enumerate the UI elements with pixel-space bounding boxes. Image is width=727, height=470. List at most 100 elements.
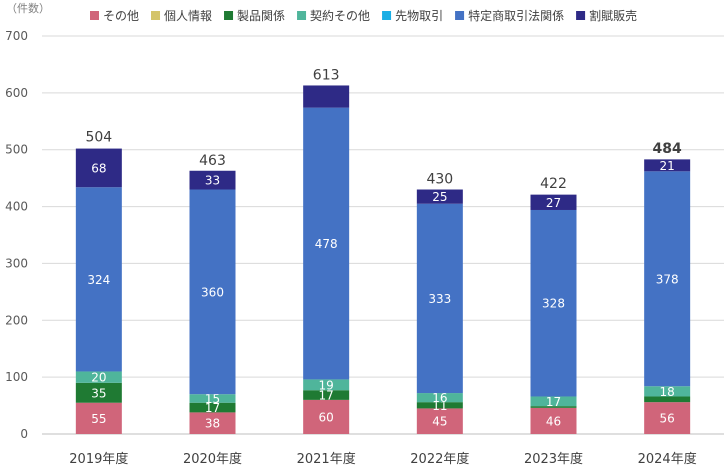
bar-segment-製品関係-2024年度: [644, 396, 691, 403]
y-tick-label-100: 100: [5, 370, 28, 384]
bar-stack-2024年度: 56 18 378 21 484: [644, 141, 691, 434]
bar-segment-契約その他-2024年度: [644, 386, 691, 397]
y-tick-label-600: 600: [5, 86, 28, 100]
y-tick-label-400: 400: [5, 200, 28, 214]
bar-stack-2023年度: 46 17 328 27 422: [530, 176, 577, 434]
x-category-label-2021年度: 2021年度: [297, 451, 356, 467]
segment-label-契約その他-2021年度: 19: [319, 378, 334, 392]
bar-segment-製品関係-2022年度: [416, 402, 463, 409]
segment-label-製品関係-2022年度: 11: [432, 399, 447, 413]
legend: その他 個人情報 製品関係 契約その他 先物取引 特定商取引法関係 割賦販売: [90, 8, 637, 23]
segment-label-特定商取引法関係-2024年度: 378: [656, 272, 679, 286]
x-category-label-2024年度: 2024年度: [638, 451, 697, 467]
gridlines: [42, 35, 724, 435]
bars: 5535203246850438171536033463601719478613…: [75, 67, 691, 434]
bar-segment-契約その他-2019年度: [75, 371, 122, 383]
segment-label-特定商取引法関係-2019年度: 324: [87, 273, 110, 287]
legend-label-特定商取引法関係: 特定商取引法関係: [468, 8, 564, 23]
bar-segment-その他-2023年度: [530, 407, 577, 434]
total-label-2022年度: 430: [426, 172, 453, 188]
bar-segment-その他-2020年度: [189, 412, 236, 434]
legend-swatch-製品関係: [224, 11, 234, 20]
total-label-2019年度: 504: [85, 129, 112, 145]
bar-segment-割賦販売-2021年度: [303, 85, 350, 108]
bar-segment-特定商取引法関係-2021年度: [303, 107, 350, 380]
bar-segment-契約その他-2023年度: [530, 396, 577, 407]
bar-segment-割賦販売-2020年度: [189, 170, 236, 190]
bar-segment-その他-2019年度: [75, 402, 122, 434]
bar-segment-製品関係-2021年度: [303, 390, 350, 400]
y-tick-label-300: 300: [5, 256, 28, 270]
bar-segment-製品関係-2019年度: [75, 382, 122, 403]
segment-label-割賦販売-2023年度: 27: [546, 196, 561, 210]
x-category-label-2019年度: 2019年度: [69, 451, 128, 467]
bar-segment-特定商取引法関係-2023年度: [530, 209, 577, 397]
legend-swatch-契約その他: [297, 11, 307, 20]
bar-segment-割賦販売-2019年度: [75, 148, 122, 188]
segment-label-契約その他-2024年度: 18: [660, 385, 675, 399]
segment-label-割賦販売-2020年度: 33: [205, 174, 220, 188]
legend-swatch-その他: [90, 11, 99, 20]
bar-segment-その他-2024年度: [644, 402, 691, 434]
bar-segment-特定商取引法関係-2022年度: [416, 203, 463, 394]
bar-segment-製品関係-2023年度: [530, 406, 577, 408]
segment-label-特定商取引法関係-2020年度: 360: [201, 285, 224, 299]
segment-label-その他-2023年度: 46: [546, 414, 561, 428]
total-label-2020年度: 463: [199, 153, 226, 169]
segment-label-割賦販売-2022年度: 25: [432, 190, 447, 204]
legend-label-割賦販売: 割賦販売: [589, 8, 637, 23]
x-category-label-2022年度: 2022年度: [410, 451, 469, 467]
bar-segment-割賦販売-2024年度: [644, 159, 691, 172]
bar-segment-製品関係-2020年度: [189, 402, 236, 413]
bar-segment-契約その他-2020年度: [189, 394, 236, 403]
bar-segment-その他-2021年度: [303, 399, 350, 434]
segment-label-特定商取引法関係-2023年度: 328: [542, 297, 565, 311]
bar-segment-特定商取引法関係-2019年度: [75, 187, 122, 372]
segment-label-割賦販売-2024年度: 21: [660, 159, 675, 173]
bar-segment-契約その他-2021年度: [303, 379, 350, 391]
bar-segment-契約その他-2022年度: [416, 393, 463, 403]
total-label-2021年度: 613: [313, 67, 340, 83]
segment-label-製品関係-2019年度: 35: [91, 386, 106, 400]
legend-swatch-先物取引: [382, 11, 392, 20]
total-label-2023年度: 422: [540, 176, 567, 192]
x-category-label-2023年度: 2023年度: [524, 451, 583, 467]
legend-label-製品関係: 製品関係: [237, 9, 285, 23]
legend-label-先物取引: 先物取引: [395, 9, 443, 23]
segment-label-契約その他-2020年度: 15: [205, 392, 220, 406]
segment-label-契約その他-2023年度: 17: [546, 395, 561, 409]
y-tick-label-500: 500: [5, 143, 28, 157]
segment-label-契約その他-2019年度: 20: [91, 371, 106, 385]
segment-label-特定商取引法関係-2021年度: 478: [315, 237, 338, 251]
y-tick-label-0: 0: [20, 427, 28, 441]
legend-swatch-特定商取引法関係: [455, 11, 465, 20]
y-tick-label-200: 200: [5, 313, 28, 327]
bar-segment-割賦販売-2023年度: [530, 194, 577, 210]
y-axis-unit-label: （件数）: [6, 2, 50, 15]
bar-segment-その他-2022年度: [416, 408, 463, 434]
segment-label-その他-2020年度: 38: [205, 417, 220, 431]
legend-swatch-割賦販売: [576, 11, 586, 20]
segment-label-その他-2019年度: 55: [91, 412, 106, 426]
total-label-2024年度: 484: [653, 141, 682, 157]
legend-label-契約その他: 契約その他: [310, 8, 370, 23]
legend-label-その他: その他: [103, 9, 139, 23]
segment-label-その他-2021年度: 60: [319, 410, 334, 424]
segment-label-割賦販売-2019年度: 68: [91, 161, 106, 175]
x-category-label-2020年度: 2020年度: [183, 451, 242, 467]
x-axis-categories: 2019年度 2020年度 2021年度 2022年度 2023年度 2024年度: [69, 451, 696, 467]
segment-label-その他-2022年度: 45: [432, 415, 447, 429]
segment-label-契約その他-2022年度: 16: [432, 391, 447, 405]
bar-segment-特定商取引法関係-2024年度: [644, 171, 691, 387]
segment-label-その他-2024年度: 56: [660, 412, 675, 426]
bar-segment-特定商取引法関係-2020年度: [189, 189, 236, 395]
y-tick-label-700: 700: [5, 29, 28, 43]
bar-segment-割賦販売-2022年度: [416, 189, 463, 204]
legend-label-個人情報: 個人情報: [164, 9, 212, 23]
